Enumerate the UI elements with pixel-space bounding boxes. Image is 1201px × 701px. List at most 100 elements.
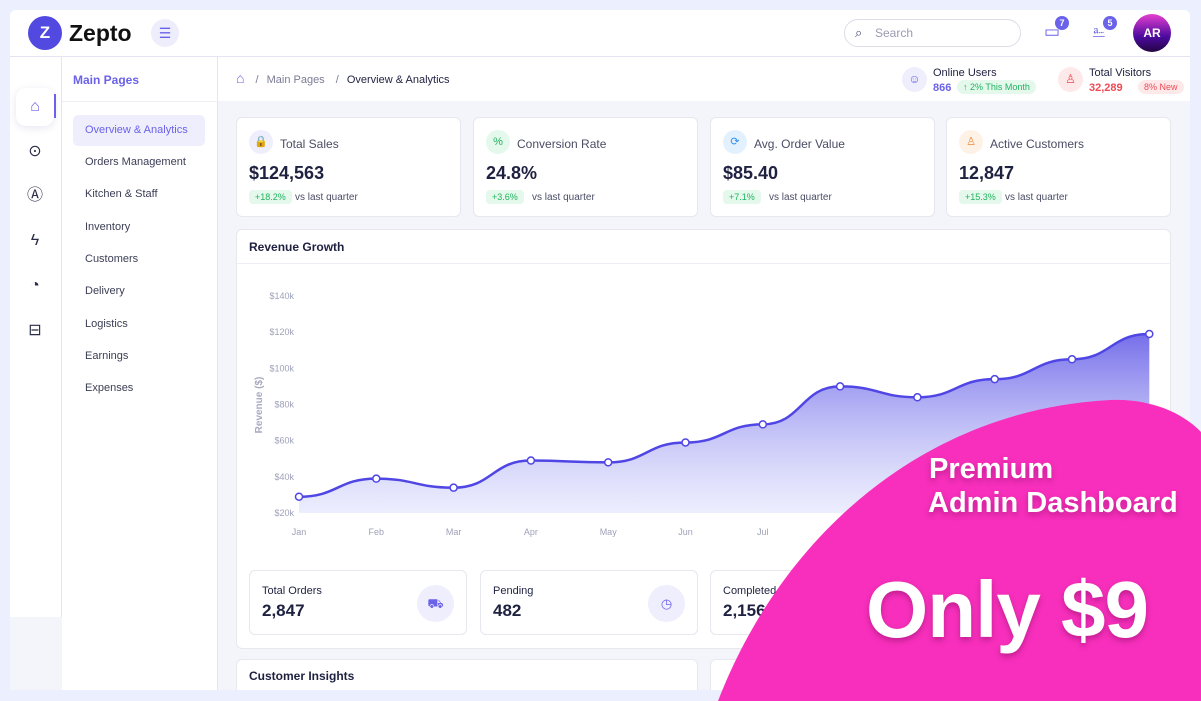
total-orders-card: Total Orders 2,847 ⛟ [249,570,467,635]
kpi-value: $85.40 [723,163,779,183]
top-header: Z Zepto ☰ ⌕ Search ▭ 7 ⎁ 5 AR [10,10,1190,57]
kpi-note: vs last quarter [532,192,595,203]
avatar[interactable]: AR [1133,14,1171,52]
kpi-icon: ♙ [959,130,983,154]
y-tick-label: $80k [274,400,294,410]
revenue-chart: $20k $40k $60k $80k $100k $120k $140k Jan Feb Mar… [254,291,1158,537]
y-tick-label: $120k [269,327,294,337]
y-tick-label: $20k [274,508,294,518]
kpi-value: 12,847 [959,163,1015,183]
home-icon[interactable]: ⌂ [16,88,54,126]
cart-icon: ⛟ [417,585,454,622]
kpi-card: 🔒 Total Sales $124,563 +18.2% vs last qu… [236,117,461,217]
total-visitors-pill: 8% New [1138,80,1184,94]
data-point-may [603,458,613,467]
mini-label: Completed [723,585,777,597]
submenu-title: Main Pages [73,73,140,87]
attach-badge: 5 [1103,16,1117,30]
customer-insights-card: Customer Insights [236,659,698,690]
kpi-value: $124,563 [249,163,325,183]
submenu-item-kitchen[interactable]: Kitchen & Staff [85,188,158,200]
kpi-note: vs last quarter [295,192,358,203]
pending-card: Pending 482 ◷ [480,570,698,635]
data-point-feb [372,474,381,483]
kpi-change: +3.6% [486,190,524,204]
data-point-jul [758,420,768,429]
kpi-change: +18.2% [249,190,292,204]
data-point-jan [294,492,304,501]
total-visitors-label: Total Visitors [1089,67,1152,79]
icon-rail: ⌂ ⊙ Ⓐ ϟ ◔ ⊟ [10,57,62,617]
data-point-jun [681,438,690,447]
mini-label: Pending [493,585,534,597]
mini-value: 2,156 [723,601,766,620]
kpi-icon: ⟳ [723,130,747,154]
target-icon[interactable]: ⊙ [28,143,42,160]
y-tick-label: $140k [269,291,294,301]
breadcrumb-bar: ⌂ / Main Pages / Overview & Analytics ☺ On… [218,57,1190,101]
x-tick-label: Feb [369,527,385,537]
breadcrumb-current: Overview & Analytics [346,74,450,86]
submenu-item-inventory[interactable]: Inventory [85,221,131,233]
submenu-item-expenses[interactable]: Expenses [85,382,134,394]
attachments-button[interactable]: ⎁ 5 [1092,16,1117,42]
paperclip-icon: ⎁ [1092,22,1106,41]
bolt-icon[interactable]: ϟ [30,232,40,249]
logo-icon: Z [28,16,62,50]
x-tick-label: Apr [524,527,538,537]
mini-value: 2,847 [262,601,305,620]
submenu-item-logistics[interactable]: Logistics [85,318,128,330]
search-placeholder: Search [875,26,914,40]
kpi-icon: 🔒 [249,130,273,154]
kpi-card: ⟳ Avg. Order Value $85.40 +7.1% vs last … [710,117,935,217]
data-point-aug [835,382,845,391]
submenu-item-earnings[interactable]: Earnings [85,350,129,362]
x-tick-label: Mar [446,527,462,537]
unlock-icon[interactable]: ⊟ [28,322,42,339]
clock-icon: ◷ [648,585,685,622]
x-tick-label: Jun [678,527,693,537]
active-indicator [54,94,56,118]
submenu-item-customers[interactable]: Customers [85,253,139,265]
insights-title: Customer Insights [249,669,355,683]
menu-toggle-button[interactable]: ☰ [151,19,179,47]
kpi-card: % Conversion Rate 24.8% +3.6% vs last qu… [473,117,698,217]
submenu-item-delivery[interactable]: Delivery [85,285,125,297]
x-tick-label: Jan [292,527,307,537]
home-icon[interactable]: ⌂ [236,70,245,86]
submenu: Main Pages Overview & Analytics Orders M… [62,57,218,690]
x-tick-label: Aug [832,527,848,537]
online-users-label: Online Users [933,67,997,79]
kpi-note: vs last quarter [1005,192,1068,203]
data-point-oct [990,374,999,384]
chat-button[interactable]: ▭ 7 [1044,16,1069,42]
kpi-change: +7.1% [723,190,761,204]
data-point-mar [449,483,458,492]
data-point-dec [1145,329,1154,339]
x-tick-label: Jul [757,527,769,537]
compass-icon[interactable]: Ⓐ [26,187,43,204]
breadcrumb-main-pages[interactable]: Main Pages [266,74,325,86]
kpi-label: Avg. Order Value [754,137,845,151]
kpi-note: vs last quarter [769,192,832,203]
data-point-sep [913,393,922,402]
kpi-change: +15.3% [959,190,1002,204]
pie-chart-icon[interactable]: ◔ [30,277,40,294]
brand-name[interactable]: Zepto [69,20,132,46]
kpi-card: ♙ Active Customers 12,847 +15.3% vs last… [946,117,1171,217]
user-icon: ♙ [1058,67,1083,92]
search-input[interactable]: ⌕ Search [844,19,1021,47]
mini-value: 482 [493,601,522,620]
data-point-apr [526,456,536,465]
x-tick-label: Oct [988,527,1003,537]
submenu-item-orders[interactable]: Orders Management [85,156,186,168]
mini-label: Total Orders [262,585,322,597]
kpi-value: 24.8% [486,163,538,183]
y-tick-label: $60k [274,436,294,446]
kpi-label: Total Sales [280,137,339,151]
search-icon: ⌕ [855,25,863,40]
submenu-item-overview[interactable]: Overview & Analytics [73,115,205,146]
promo-price[interactable]: Only $9 [866,565,1149,654]
chat-badge: 7 [1055,16,1069,30]
promo-line1: Premium [929,453,1054,485]
